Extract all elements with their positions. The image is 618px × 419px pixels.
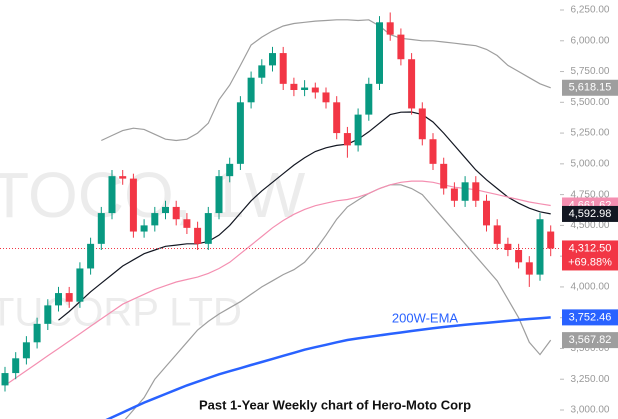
candle-body — [194, 227, 202, 244]
candle-body — [365, 83, 373, 115]
candle-body — [172, 206, 180, 220]
candle-body — [108, 176, 116, 214]
candle-body — [236, 102, 244, 164]
candle-body — [322, 92, 330, 103]
candle-body — [354, 114, 362, 146]
annotation: 200W-EMA — [392, 310, 459, 325]
candle-body — [55, 293, 62, 306]
candle-body — [483, 200, 490, 226]
price-label-box — [562, 332, 618, 349]
candle-body — [440, 163, 448, 189]
candle-body — [472, 182, 480, 201]
candle-body — [290, 83, 298, 90]
candle-body — [97, 213, 105, 244]
candle-body — [151, 213, 159, 226]
candle-body — [493, 225, 501, 244]
candle-body — [397, 34, 405, 60]
y-tick-label: 3,000.00 — [571, 405, 610, 416]
candle-body — [461, 182, 469, 201]
candle-body — [247, 77, 255, 103]
y-tick-label: 4,500.00 — [571, 220, 610, 231]
price-label: 4,592.98 — [569, 208, 612, 220]
candle-body — [183, 219, 191, 228]
y-tick-label: 6,000.00 — [571, 35, 610, 46]
candle-body — [65, 293, 73, 302]
candle-body — [386, 22, 394, 35]
y-tick-label: 5,750.00 — [571, 66, 610, 77]
candle-body — [547, 231, 555, 249]
candle-body — [162, 206, 169, 214]
candle-body — [536, 219, 544, 275]
candle-body — [33, 323, 41, 343]
candle-body — [1, 373, 9, 386]
price-label: 4,312.50 — [569, 242, 612, 254]
candle-body — [87, 243, 95, 269]
y-tick-label: 5,000.00 — [571, 158, 610, 169]
candle-body — [226, 163, 234, 177]
y-tick-label: 5,500.00 — [571, 97, 610, 108]
candle-body — [525, 262, 533, 275]
overlay-line — [58, 111, 551, 321]
candle-body — [258, 65, 266, 78]
price-label-box — [562, 205, 618, 222]
candle-body — [429, 139, 437, 164]
candle-body — [22, 342, 30, 359]
price-label: 5,618.15 — [569, 82, 612, 94]
caption: Past 1-Year Weekly chart of Hero-Moto Co… — [199, 397, 471, 412]
candle-body — [376, 22, 383, 84]
price-label-box — [562, 79, 618, 96]
price-label: 3,752.46 — [569, 311, 612, 323]
candle-body — [215, 176, 223, 214]
candle-body — [129, 178, 137, 232]
candle-body — [76, 268, 84, 302]
change-label: +69.88% — [568, 256, 612, 268]
overlay-line — [105, 316, 551, 419]
candle-body — [450, 188, 458, 201]
overlay-line — [4, 180, 551, 386]
y-tick-label: 6,250.00 — [571, 5, 610, 16]
overlay-line — [124, 184, 552, 419]
candle-body — [204, 213, 212, 244]
candle-body — [269, 53, 276, 66]
candle-body — [140, 225, 148, 232]
plot-area — [0, 12, 560, 419]
candle-body — [504, 243, 512, 250]
price-label-box — [562, 309, 618, 326]
overlay-line — [101, 19, 551, 142]
y-tick-label: 4,000.00 — [571, 282, 610, 293]
candle-body — [12, 358, 20, 374]
candle-body — [311, 87, 319, 93]
candle-body — [418, 108, 426, 140]
y-tick-label: 4,750.00 — [571, 189, 610, 200]
candle-body — [515, 250, 523, 263]
candle-body — [333, 102, 341, 134]
candle-body — [279, 53, 287, 84]
candle-body — [343, 133, 351, 146]
y-tick-label: 3,500.00 — [571, 343, 610, 354]
candle-body — [44, 305, 52, 324]
candle-body — [408, 59, 416, 109]
price-label: 3,567.82 — [569, 334, 612, 346]
y-tick-label: 5,250.00 — [571, 128, 610, 139]
candle-body — [301, 87, 309, 90]
price-label-box — [562, 240, 618, 271]
candle-body — [119, 176, 127, 179]
y-tick-label: 3,250.00 — [571, 374, 610, 385]
